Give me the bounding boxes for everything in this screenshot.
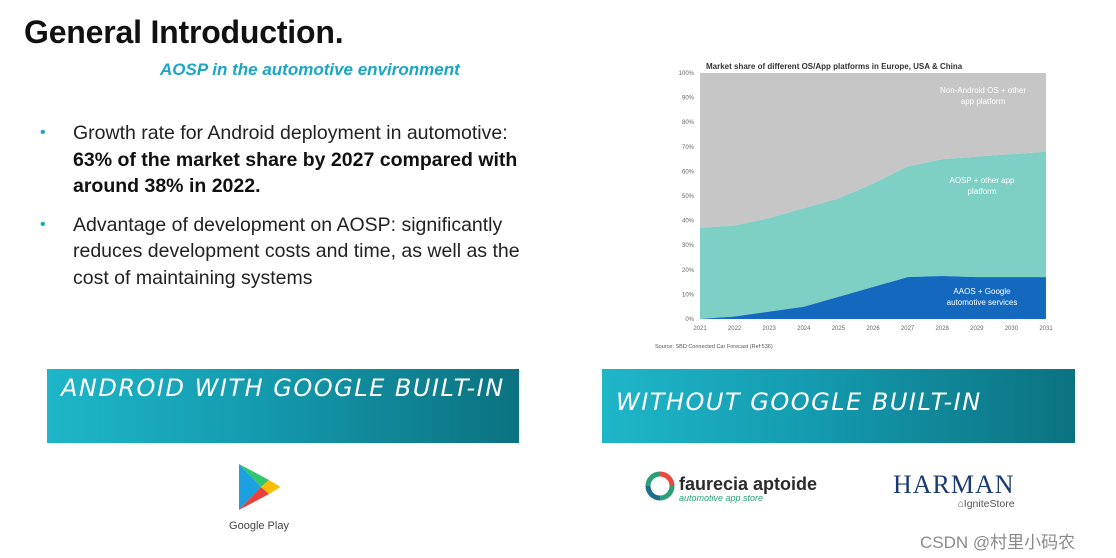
bullet-bold-text: 63% of the market share by 2027 compared… (73, 148, 518, 198)
google-play-label: Google Play (229, 520, 289, 532)
x-tick-label: 2030 (1005, 326, 1019, 332)
x-tick-label: 2026 (866, 326, 880, 332)
market-share-chart: Market share of different OS/App platfor… (655, 62, 1053, 350)
google-play-logo: Google Play (224, 462, 294, 532)
area-label-non-android: app platform (961, 97, 1006, 106)
y-tick-label: 80% (682, 120, 695, 126)
slide-title: General Introduction. (24, 14, 344, 50)
area-non-android-os-other-app-platform (700, 73, 1046, 228)
area-label-aaos: AAOS + Google (953, 287, 1011, 296)
bullet-dot-icon: • (40, 124, 46, 141)
x-tick-label: 2023 (763, 326, 777, 332)
y-tick-label: 70% (682, 145, 695, 151)
bullet-list: • Growth rate for Android deployment in … (40, 120, 550, 303)
y-tick-label: 100% (679, 71, 695, 77)
y-tick-label: 30% (682, 243, 695, 249)
slide-subtitle: AOSP in the automotive environment (160, 60, 460, 79)
faurecia-logo-icon (645, 471, 675, 501)
area-aosp-other-app-platform (700, 151, 1046, 319)
x-tick-label: 2031 (1039, 326, 1053, 332)
harman-logo: HARMAN ⌂IgniteStore (893, 470, 1015, 510)
y-tick-label: 60% (682, 169, 695, 175)
y-tick-label: 20% (682, 268, 695, 274)
x-tick-label: 2027 (901, 326, 915, 332)
harman-name: HARMAN (893, 470, 1015, 499)
x-tick-label: 2024 (797, 326, 811, 332)
x-tick-label: 2028 (936, 326, 950, 332)
faurecia-aptoide-logo: faurecia aptoide automotive app store (645, 471, 817, 506)
faurecia-name: faurecia aptoide (679, 474, 818, 494)
google-play-icon (239, 464, 280, 510)
bullet-text: Advantage of development on AOSP: signif… (73, 213, 520, 289)
bullet-dot-icon: • (40, 215, 46, 233)
harman-ignitestore: ⌂IgniteStore (893, 498, 1015, 510)
x-tick-label: 2025 (832, 326, 846, 332)
ignitestore-label: IgniteStore (963, 498, 1015, 510)
area-label-non-android: Non-Android OS + other (940, 86, 1026, 95)
area-label-aosp: AOSP + other app (949, 176, 1015, 185)
chart-title: Market share of different OS/App platfor… (706, 62, 963, 71)
area-aaos-google-automotive-services (700, 275, 1046, 319)
y-tick-label: 90% (682, 96, 695, 102)
banner-without-google: WITHOUT GOOGLE BUILT-IN (602, 369, 1075, 443)
bullet-text: Growth rate for Android deployment in au… (73, 122, 508, 144)
x-tick-label: 2021 (693, 326, 707, 332)
banner-android-with-google: ANDROID WITH GOOGLE BUILT-IN (47, 369, 519, 443)
y-tick-label: 50% (682, 194, 695, 200)
y-tick-label: 40% (682, 219, 695, 225)
chart-source: Source: SBD Connected Car Forecast (Ref:… (655, 344, 773, 350)
x-tick-label: 2029 (970, 326, 984, 332)
y-tick-label: 0% (685, 317, 694, 323)
area-label-aosp: platform (968, 187, 997, 196)
ignitestore-icon: ⌂ (957, 498, 964, 510)
y-tick-label: 10% (682, 292, 695, 298)
area-label-aaos: automotive services (947, 298, 1018, 307)
faurecia-tagline: automotive app store (679, 493, 764, 503)
watermark: CSDN @村里小码农 (920, 533, 1076, 552)
bullet-item-growth: • Growth rate for Android deployment in … (40, 120, 550, 200)
x-tick-label: 2022 (728, 326, 742, 332)
bullet-item-advantage: • Advantage of development on AOSP: sign… (40, 212, 550, 292)
